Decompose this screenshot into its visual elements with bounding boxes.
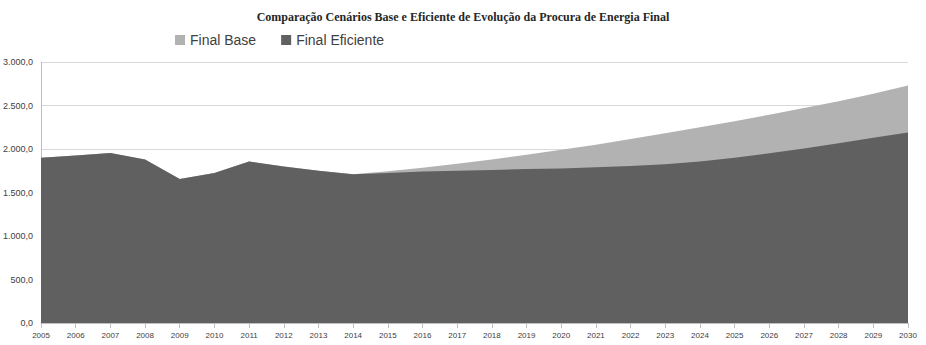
svg-text:2015: 2015 xyxy=(379,331,397,340)
svg-text:2012: 2012 xyxy=(275,331,293,340)
svg-text:2013: 2013 xyxy=(310,331,328,340)
svg-text:2019: 2019 xyxy=(518,331,536,340)
svg-text:2024: 2024 xyxy=(691,331,709,340)
svg-text:2029: 2029 xyxy=(864,331,882,340)
svg-text:2027: 2027 xyxy=(795,331,813,340)
svg-text:2021: 2021 xyxy=(587,331,605,340)
svg-text:0,0: 0,0 xyxy=(21,318,34,328)
svg-text:2025: 2025 xyxy=(726,331,744,340)
svg-text:2014: 2014 xyxy=(344,331,362,340)
svg-text:2007: 2007 xyxy=(101,331,119,340)
svg-text:500,0: 500,0 xyxy=(10,275,33,285)
svg-text:2023: 2023 xyxy=(656,331,674,340)
svg-text:2020: 2020 xyxy=(552,331,570,340)
svg-text:2.000,0: 2.000,0 xyxy=(3,144,33,154)
svg-text:2022: 2022 xyxy=(622,331,640,340)
svg-text:2009: 2009 xyxy=(171,331,189,340)
svg-text:Final Eficiente: Final Eficiente xyxy=(296,32,384,48)
svg-text:2008: 2008 xyxy=(136,331,154,340)
svg-text:1.000,0: 1.000,0 xyxy=(3,231,33,241)
svg-text:2016: 2016 xyxy=(414,331,432,340)
svg-text:2030: 2030 xyxy=(899,331,917,340)
svg-text:2.500,0: 2.500,0 xyxy=(3,101,33,111)
svg-text:2018: 2018 xyxy=(483,331,501,340)
svg-text:2006: 2006 xyxy=(67,331,85,340)
svg-text:2026: 2026 xyxy=(760,331,778,340)
svg-text:2010: 2010 xyxy=(206,331,224,340)
svg-text:2005: 2005 xyxy=(32,331,50,340)
svg-text:3.000,0: 3.000,0 xyxy=(3,57,33,67)
svg-text:2011: 2011 xyxy=(240,331,258,340)
svg-text:Final Base: Final Base xyxy=(190,32,256,48)
svg-text:2017: 2017 xyxy=(448,331,466,340)
svg-text:Comparação Cenários Base e Efi: Comparação Cenários Base e Eficiente de … xyxy=(257,10,670,24)
svg-text:1.500,0: 1.500,0 xyxy=(3,188,33,198)
svg-text:2028: 2028 xyxy=(830,331,848,340)
